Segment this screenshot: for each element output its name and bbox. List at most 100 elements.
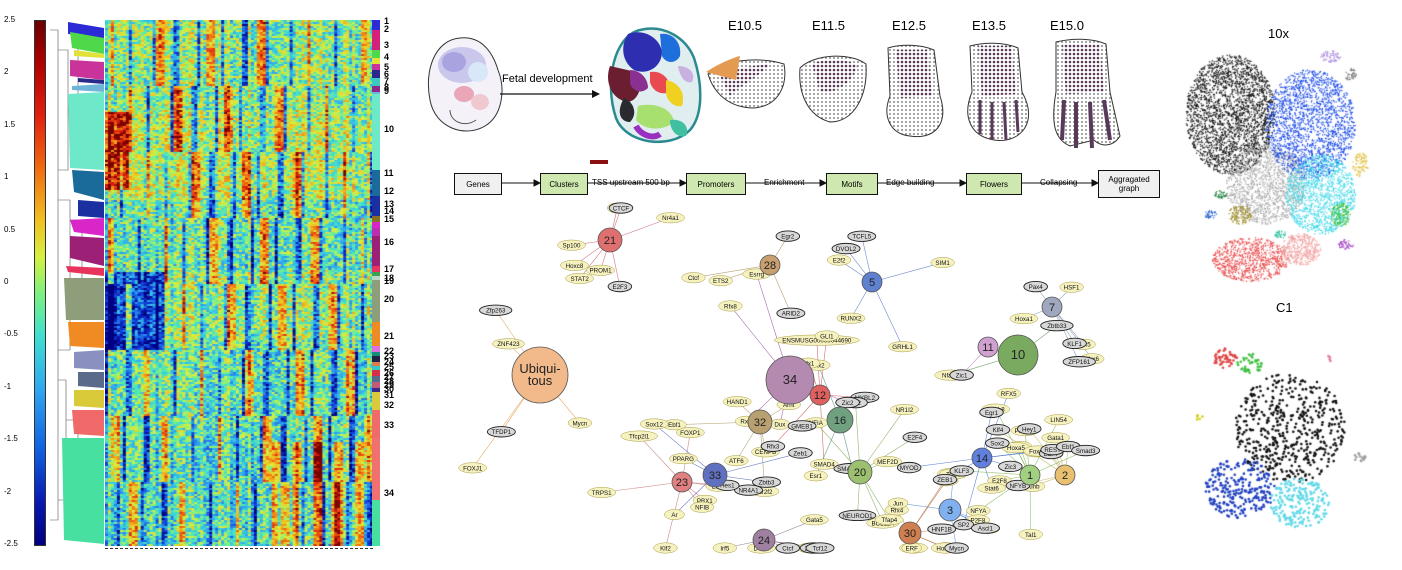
svg-text:NR4A1: NR4A1 (739, 488, 760, 495)
network-edge (909, 457, 983, 468)
svg-text:Ebf1: Ebf1 (1062, 444, 1075, 451)
gene-node: ZFP161 (1062, 356, 1096, 368)
svg-text:Sox12: Sox12 (645, 421, 663, 428)
network-edge (871, 281, 903, 347)
cluster-label: 7 (384, 76, 390, 86)
cluster-label: 33 (384, 420, 395, 430)
gene-node: Zfp263 (479, 304, 513, 316)
gene-node: GMEB1 (787, 420, 817, 432)
color-scale-bar (34, 20, 46, 546)
svg-text:Nr4a1: Nr4a1 (662, 215, 679, 222)
pipeline-arrows (500, 179, 1100, 187)
gene-node: CTCF (608, 202, 634, 214)
svg-text:Junb: Junb (1026, 484, 1040, 491)
gene-node: Rfx8 (718, 300, 743, 312)
pipeline-step-aggregated-graph: Aggragated graph (1098, 170, 1160, 198)
svg-text:3: 3 (947, 505, 953, 517)
gene-node: NFIB (690, 501, 715, 513)
gene-node: TFDP1 (486, 426, 516, 438)
svg-text:ARID2: ARID2 (782, 311, 801, 318)
svg-text:Zic3: Zic3 (1004, 464, 1016, 471)
cluster-color-block (372, 216, 380, 222)
gene-node: SIM1 (930, 257, 955, 269)
svg-text:Zbtb33: Zbtb33 (1047, 323, 1067, 330)
regulatory-network: Lhx6E2f2NFYAFOXJ1DuxDuxblP2F8PBX1E2F8Lhx… (458, 202, 1105, 554)
scale-tick-label: 1.5 (4, 119, 16, 129)
gene-node: Hoxc8 (560, 259, 589, 271)
cluster-color-block (372, 78, 380, 86)
gene-node: Tfcp2l1 (620, 430, 658, 442)
svg-text:20: 20 (854, 467, 866, 479)
network-gene-nodes: Lhx6E2f2NFYAFOXJ1DuxDuxblP2F8PBX1E2F8Lhx… (458, 202, 1105, 554)
cluster-color-block (372, 222, 380, 228)
gene-node: E2f2 (827, 254, 852, 266)
gene-node: STAT2 (565, 272, 594, 284)
gene-node: Mycn (567, 417, 592, 429)
network-edge (871, 262, 943, 283)
cluster-label: 18 (384, 273, 395, 283)
svg-text:32: 32 (754, 417, 766, 429)
svg-text:Arnt: Arnt (783, 402, 795, 409)
svg-text:Zbtb3: Zbtb3 (759, 480, 775, 487)
cluster-label: 28 (384, 376, 395, 386)
svg-text:GMEB1: GMEB1 (791, 423, 813, 430)
svg-text:Ctcf: Ctcf (782, 545, 793, 552)
pipeline-step-genes: Genes (454, 173, 502, 195)
svg-text:5: 5 (869, 277, 875, 289)
cluster-label: 8 (384, 82, 390, 92)
svg-text:P2F8: P2F8 (970, 517, 985, 524)
svg-text:KLF3: KLF3 (954, 468, 969, 475)
svg-text:Klf4: Klf4 (993, 427, 1004, 434)
early-embryo-illustration (427, 37, 503, 132)
svg-text:NEUROD1: NEUROD1 (842, 513, 873, 520)
gene-node: TRPS1 (587, 487, 616, 498)
svg-text:STAT2: STAT2 (570, 276, 589, 283)
stage-label: E15.0 (1050, 18, 1084, 33)
svg-text:Hoxa5: Hoxa5 (1007, 445, 1025, 452)
cluster-color-block (372, 322, 380, 346)
svg-text:ENSMUSG00000044690: ENSMUSG00000044690 (782, 338, 852, 345)
cluster-label: 2 (384, 24, 390, 34)
pipeline-step-flowers: Flowers (966, 173, 1022, 195)
network-hub-node: 32 (747, 409, 773, 435)
cluster-label: 23 (384, 351, 395, 361)
gene-node: ERF (901, 542, 922, 554)
svg-text:TRPS1: TRPS1 (592, 490, 613, 497)
cluster-label: 34 (384, 488, 395, 498)
svg-text:ETS2: ETS2 (713, 278, 729, 285)
svg-text:16: 16 (834, 415, 846, 427)
gene-node: FOXP1 (676, 427, 705, 439)
gene-node: Zic1 (949, 369, 974, 381)
cluster-color-block (372, 92, 380, 94)
gene-node: ATF6 (724, 455, 749, 467)
cluster-label: 26 (384, 368, 395, 378)
svg-text:Hoxc8: Hoxc8 (566, 263, 584, 270)
cluster-color-block (372, 356, 380, 362)
svg-text:Smad3: Smad3 (1076, 448, 1096, 455)
svg-text:14: 14 (976, 453, 988, 465)
scale-tick-label: 0 (4, 277, 9, 286)
svg-text:Irf5: Irf5 (720, 545, 729, 552)
svg-text:KLF1: KLF1 (1067, 341, 1082, 348)
svg-text:Tcf12: Tcf12 (813, 545, 828, 552)
svg-text:ZEB1: ZEB1 (937, 477, 953, 484)
cluster-color-block (372, 362, 380, 366)
svg-text:TCFL5: TCFL5 (852, 234, 871, 241)
cluster-label: 12 (384, 186, 395, 196)
tsne-10x-title: 10x (1268, 26, 1289, 41)
svg-text:NFYA: NFYA (970, 508, 987, 515)
gene-node: KLF3 (949, 465, 974, 477)
network-hub-node: 23 (671, 471, 693, 493)
gene-node: Dux (769, 418, 791, 430)
gene-node: NR4A1 (734, 484, 764, 496)
network-hub-node: 10 (997, 334, 1039, 376)
svg-text:Hes1: Hes1 (720, 483, 735, 490)
svg-text:Esr1: Esr1 (809, 473, 822, 480)
network-edge (772, 394, 821, 447)
svg-text:Tfcp2l1: Tfcp2l1 (629, 433, 650, 440)
cluster-label: 30 (384, 384, 395, 394)
network-hub-node: 3 (938, 498, 962, 522)
cluster-color-block (372, 94, 380, 170)
cluster-color-block (372, 410, 380, 438)
